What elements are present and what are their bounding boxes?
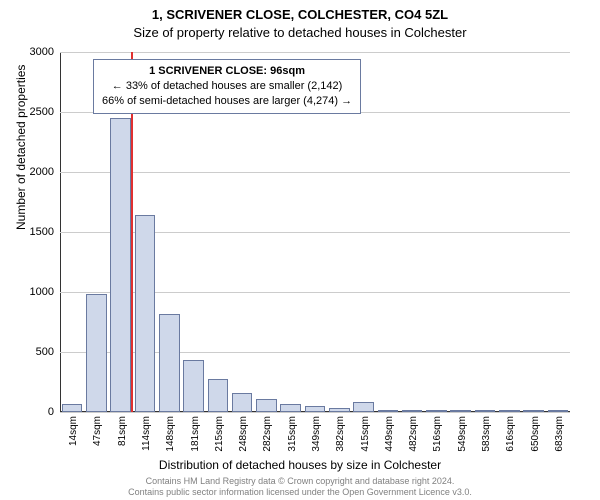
x-tick-label: 516sqm	[432, 416, 443, 452]
info-box-line1: 1 SCRIVENER CLOSE: 96sqm	[102, 64, 352, 79]
histogram-bar	[280, 404, 301, 412]
x-tick-label: 583sqm	[481, 416, 492, 452]
chart-subtitle: Size of property relative to detached ho…	[0, 24, 600, 42]
histogram-bar	[305, 406, 326, 412]
histogram-bar	[62, 404, 83, 412]
histogram-bar	[110, 118, 131, 412]
histogram-bar	[135, 215, 156, 412]
histogram-bar	[450, 410, 471, 412]
histogram-bar	[256, 399, 277, 412]
histogram-bar	[159, 314, 180, 412]
x-tick-label: 81sqm	[117, 416, 128, 446]
x-tick-label: 482sqm	[408, 416, 419, 452]
histogram-bar	[548, 410, 569, 412]
property-info-box: 1 SCRIVENER CLOSE: 96sqm ← 33% of detach…	[93, 59, 361, 114]
x-tick-label: 215sqm	[214, 416, 225, 452]
histogram-bar	[329, 408, 350, 412]
y-tick-label: 1000	[30, 286, 54, 298]
x-tick-label: 415sqm	[360, 416, 371, 452]
x-axis-label: Distribution of detached houses by size …	[0, 458, 600, 472]
x-tick-label: 683sqm	[554, 416, 565, 452]
footer-line2: Contains public sector information licen…	[0, 487, 600, 498]
x-tick-label: 382sqm	[335, 416, 346, 452]
histogram-bar	[353, 402, 374, 412]
x-tick-label: 315sqm	[287, 416, 298, 452]
x-tick-label: 248sqm	[238, 416, 249, 452]
y-tick-label: 500	[36, 346, 54, 358]
histogram-bar	[402, 410, 423, 412]
x-tick-label: 616sqm	[505, 416, 516, 452]
address-title: 1, SCRIVENER CLOSE, COLCHESTER, CO4 5ZL	[0, 6, 600, 24]
histogram-bar	[378, 410, 399, 412]
histogram-bar	[426, 410, 447, 412]
grid-line	[60, 412, 570, 413]
y-tick-label: 2000	[30, 166, 54, 178]
x-tick-label: 181sqm	[190, 416, 201, 452]
histogram-bar	[499, 410, 520, 412]
grid-line	[60, 52, 570, 53]
y-tick-label: 3000	[30, 46, 54, 58]
x-tick-label: 282sqm	[262, 416, 273, 452]
histogram-bar	[208, 379, 229, 412]
histogram-bar	[475, 410, 496, 412]
chart-header: 1, SCRIVENER CLOSE, COLCHESTER, CO4 5ZL …	[0, 0, 600, 42]
footer-line1: Contains HM Land Registry data © Crown c…	[0, 476, 600, 487]
x-tick-label: 14sqm	[68, 416, 79, 446]
histogram-bar	[86, 294, 107, 412]
y-tick-label: 2500	[30, 106, 54, 118]
y-axis-label: Number of detached properties	[14, 65, 28, 230]
x-tick-label: 47sqm	[92, 416, 103, 446]
y-tick-label: 1500	[30, 226, 54, 238]
info-box-line3: 66% of semi-detached houses are larger (…	[102, 94, 352, 109]
x-tick-label: 449sqm	[384, 416, 395, 452]
x-tick-label: 148sqm	[165, 416, 176, 452]
x-tick-label: 650sqm	[530, 416, 541, 452]
info-box-line2: ← 33% of detached houses are smaller (2,…	[102, 79, 352, 94]
grid-line	[60, 172, 570, 173]
histogram-bar	[183, 360, 204, 412]
x-tick-label: 114sqm	[141, 416, 152, 451]
histogram-bar	[523, 410, 544, 412]
x-tick-label: 549sqm	[457, 416, 468, 452]
footer-attribution: Contains HM Land Registry data © Crown c…	[0, 476, 600, 499]
y-tick-label: 0	[48, 406, 54, 418]
histogram-bar	[232, 393, 253, 412]
x-tick-label: 349sqm	[311, 416, 322, 452]
